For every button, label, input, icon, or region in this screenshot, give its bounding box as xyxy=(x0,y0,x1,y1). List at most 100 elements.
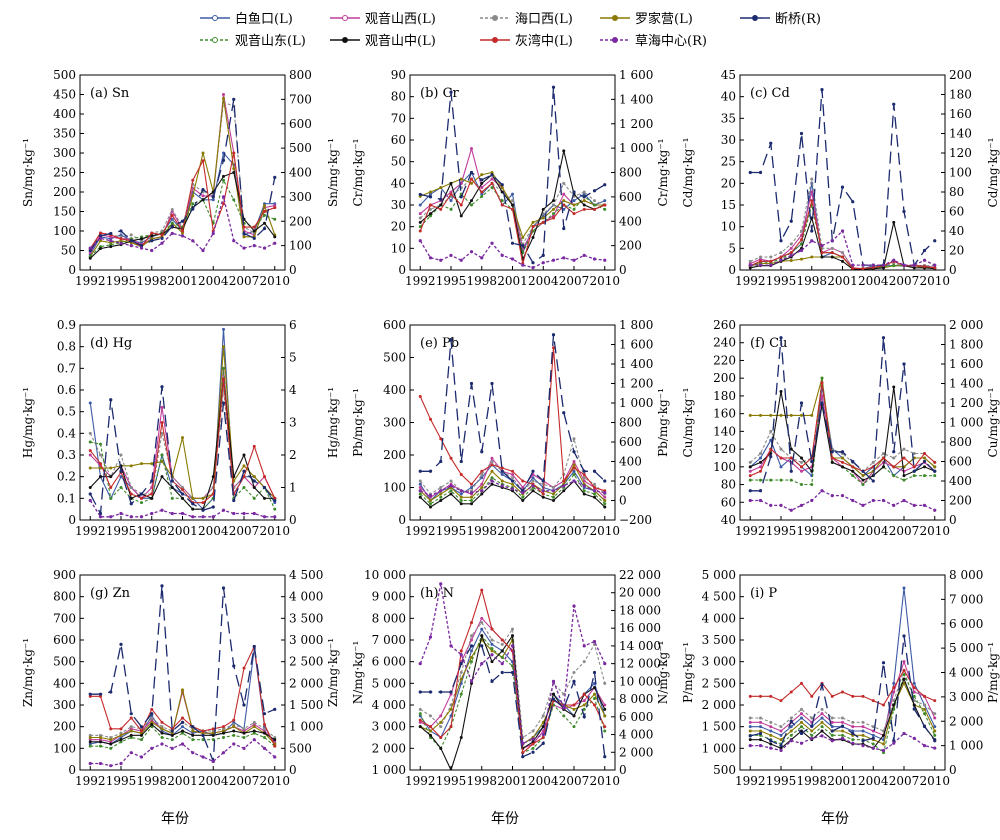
y-tick-label-right: 1 400 xyxy=(619,92,653,106)
series-point-right xyxy=(180,234,185,238)
series-point xyxy=(211,727,215,731)
series-point-right xyxy=(211,759,215,763)
series-point xyxy=(201,198,205,202)
series-point xyxy=(242,666,246,670)
series-point xyxy=(748,729,752,733)
series-point-right xyxy=(789,719,793,723)
series-point xyxy=(201,194,205,198)
series-point xyxy=(459,692,463,696)
series-point xyxy=(191,733,195,737)
chart-grid: 0501001502002503003504004505000100200300… xyxy=(21,68,1000,788)
series-point xyxy=(531,742,535,746)
series-point-right xyxy=(892,741,896,745)
series-point xyxy=(160,720,164,724)
series-point xyxy=(459,214,463,218)
series-point-right xyxy=(551,489,556,493)
series-point xyxy=(160,431,164,435)
series-point xyxy=(572,707,576,711)
series-point xyxy=(263,729,266,733)
series-point-right xyxy=(150,479,154,483)
series-point-right xyxy=(273,175,277,179)
series-point xyxy=(263,204,266,208)
y-tick-label-right: 1 600 xyxy=(619,338,653,352)
series-point xyxy=(150,234,154,238)
series-point xyxy=(429,733,432,737)
series-line-left xyxy=(89,368,276,500)
series-point xyxy=(470,486,473,489)
series-point xyxy=(181,729,184,733)
series-point xyxy=(449,492,453,496)
series-point xyxy=(779,478,783,482)
series-point xyxy=(800,712,803,716)
series-point xyxy=(572,460,576,463)
y-tick-label-right: 6 000 xyxy=(949,617,983,631)
y-tick-label-left: 140 xyxy=(713,424,736,438)
series-point xyxy=(892,681,896,685)
series-point xyxy=(789,733,793,737)
series-point xyxy=(820,394,824,398)
y-axis-label-right: Cu/mg·kg⁻¹ xyxy=(986,388,1000,458)
series-point-right xyxy=(428,635,433,639)
series-point-right xyxy=(211,195,215,199)
series-point xyxy=(572,671,576,674)
series-point xyxy=(252,496,256,500)
y-tick-label-right: 22 000 xyxy=(619,568,661,582)
series-point xyxy=(800,707,803,711)
series-point xyxy=(562,714,566,718)
y-tick-label-left: 2 000 xyxy=(372,741,406,755)
series-point-right xyxy=(510,670,515,675)
series-point-right xyxy=(252,738,256,742)
series-point xyxy=(933,729,937,733)
x-tick-label: 2007 xyxy=(229,774,260,788)
series-point-right xyxy=(840,736,845,740)
series-point xyxy=(439,203,443,207)
series-point-right xyxy=(902,731,906,736)
series-point xyxy=(779,738,783,742)
x-tick-label: 2007 xyxy=(889,274,920,288)
series-point xyxy=(861,729,865,733)
series-point-right xyxy=(242,469,246,473)
series-point-right xyxy=(758,731,763,736)
y-tick-label-left: 45 xyxy=(721,68,736,82)
series-point xyxy=(531,236,535,239)
y-axis-label-right: N/mg·kg⁻¹ xyxy=(656,641,670,705)
series-point-right xyxy=(262,226,267,231)
series-point xyxy=(531,746,535,750)
series-point xyxy=(593,692,596,696)
series-point xyxy=(800,483,803,487)
series-point-right xyxy=(160,385,164,389)
series-point xyxy=(470,621,473,625)
y-tick-label-right: 20 xyxy=(949,244,964,258)
series-point xyxy=(582,192,586,196)
x-tick-label: 2001 xyxy=(497,774,528,788)
series-point-right xyxy=(902,362,906,366)
series-point xyxy=(191,507,195,511)
series-point xyxy=(232,723,236,726)
series-point-right xyxy=(933,746,937,750)
legend-item: 观音山西(L) xyxy=(330,11,436,27)
series-point-right xyxy=(820,401,824,405)
series-point xyxy=(480,186,484,190)
series-point xyxy=(449,714,453,718)
series-point xyxy=(242,475,246,479)
y-axis-label-left: Cu/mg·kg⁻¹ xyxy=(681,388,695,458)
plot-frame xyxy=(739,324,946,521)
series-point xyxy=(160,731,164,735)
series-point-right xyxy=(510,644,515,648)
series-point-right xyxy=(252,644,256,649)
series-point-right xyxy=(912,736,916,740)
series-point xyxy=(418,216,422,220)
y-tick-label-left: 60 xyxy=(721,495,736,509)
y-tick-label-right: 4 500 xyxy=(289,568,323,582)
x-tick-label: 2004 xyxy=(528,274,559,288)
series-point xyxy=(841,729,844,733)
x-tick-label: 2007 xyxy=(889,524,920,538)
series-point-right xyxy=(551,85,556,89)
x-tick-label: 1995 xyxy=(766,524,797,538)
series-point xyxy=(140,501,143,505)
series-point xyxy=(418,225,422,229)
series-point xyxy=(603,725,607,729)
series-point xyxy=(572,473,576,476)
series-point-right xyxy=(129,239,133,243)
series-point-right xyxy=(820,489,824,493)
